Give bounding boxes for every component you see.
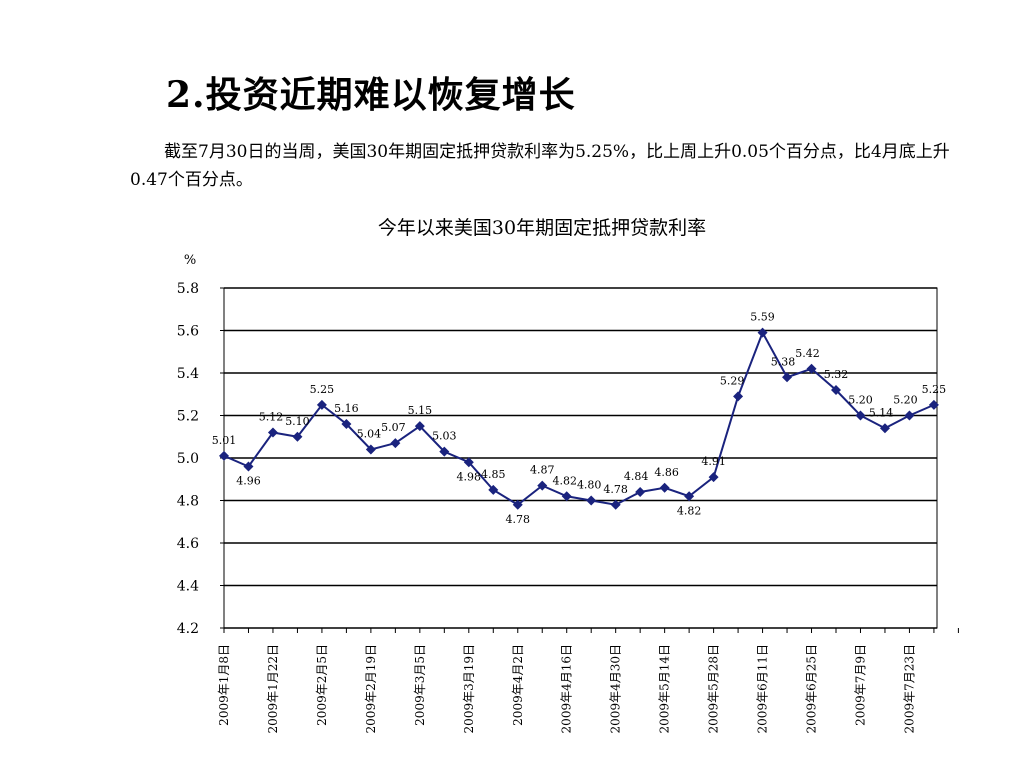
data-point-marker	[316, 399, 327, 410]
data-label: 4.80	[577, 479, 602, 492]
x-tick-label: 2009年1月8日	[217, 644, 231, 726]
data-label: 4.78	[506, 513, 531, 526]
data-point-marker	[757, 327, 768, 338]
data-label: 5.15	[408, 404, 433, 417]
data-label: 5.59	[750, 311, 775, 324]
data-label: 5.01	[212, 434, 237, 447]
series-line	[223, 330, 935, 506]
data-label: 5.38	[771, 355, 796, 368]
data-label: 4.98	[457, 470, 482, 483]
x-tick-label: 2009年7月23日	[902, 644, 916, 733]
y-tick-label: 4.4	[177, 579, 199, 595]
data-point-marker	[561, 491, 572, 502]
y-tick-label: 4.8	[177, 494, 199, 510]
data-point-marker	[586, 495, 597, 506]
data-point-marker	[782, 372, 793, 383]
data-label: 5.20	[848, 394, 873, 407]
data-point-marker	[537, 480, 548, 491]
x-tick-label: 2009年4月16日	[560, 644, 574, 733]
data-label: 5.25	[310, 383, 335, 396]
data-label: 5.16	[334, 402, 359, 415]
data-label: 4.96	[236, 475, 261, 488]
data-label: 4.91	[701, 455, 726, 468]
data-point-marker	[292, 431, 303, 442]
data-label: 5.03	[432, 430, 457, 443]
x-tick-label: 2009年4月2日	[511, 644, 525, 726]
x-tick-label: 2009年6月11日	[756, 644, 770, 733]
x-tick-label: 2009年2月19日	[364, 644, 378, 733]
data-point-marker	[390, 438, 401, 449]
chart-title: 今年以来美国30年期固定抵押贷款利率	[377, 217, 707, 239]
data-point-marker	[659, 482, 670, 493]
series-layer	[219, 327, 939, 510]
data-point-marker	[219, 450, 229, 461]
x-tick-label: 2009年2月5日	[315, 644, 329, 726]
data-point-marker	[806, 363, 817, 374]
data-label: 5.10	[285, 415, 310, 428]
data-label: 5.12	[259, 411, 284, 424]
x-tick-label: 2009年3月5日	[413, 644, 427, 726]
y-axis: 4.2 4.4 4.6 4.8 5.0 5.2 5.4 5.6 5.8%	[177, 253, 224, 637]
data-point-marker	[439, 446, 450, 457]
data-label: 5.20	[893, 394, 918, 407]
x-tick-label: 2009年5月14日	[658, 644, 672, 733]
x-axis: 2009年1月8日 2009年1月22日 2009年2月5日 2009年2月19日 20…	[217, 628, 959, 733]
data-point-marker	[243, 461, 254, 472]
data-label: 5.32	[824, 368, 849, 381]
x-tick-label: 2009年6月25日	[805, 644, 819, 733]
data-point-marker	[267, 427, 278, 438]
y-tick-label: 5.8	[177, 281, 199, 297]
x-tick-label: 2009年5月28日	[707, 644, 721, 733]
data-point-marker	[879, 423, 890, 434]
data-point-marker	[684, 491, 695, 502]
data-label: 5.25	[922, 383, 947, 396]
data-point-marker	[733, 391, 744, 402]
data-label: 4.78	[603, 483, 628, 496]
data-label: 4.86	[654, 466, 679, 479]
data-label: 4.87	[530, 464, 555, 477]
data-label: 4.84	[624, 470, 649, 483]
data-label: 4.82	[677, 504, 702, 517]
data-point-marker	[512, 499, 523, 510]
data-point-marker	[365, 444, 376, 455]
y-tick-label: 5.4	[177, 366, 199, 382]
y-tick-label: 5.2	[177, 409, 199, 425]
data-point-marker	[414, 421, 425, 432]
summary-paragraph: 截至7月30日的当周，美国30年期固定抵押贷款利率为5.25%，比上周上升0.0…	[130, 142, 950, 190]
data-label: 5.29	[720, 374, 745, 387]
data-point-marker	[488, 484, 499, 495]
data-point-marker	[855, 410, 866, 421]
y-tick-label: 4.2	[177, 621, 199, 637]
slide-heading: 2.投资近期难以恢复增长	[166, 74, 576, 116]
data-point-marker	[635, 487, 646, 497]
y-tick-label: 4.6	[177, 536, 199, 552]
data-point-marker	[928, 399, 939, 410]
data-point-marker	[463, 457, 474, 468]
data-point-marker	[708, 472, 719, 483]
x-tick-label: 2009年7月9日	[853, 644, 867, 726]
x-tick-label: 2009年4月30日	[609, 644, 623, 733]
data-point-marker	[341, 419, 352, 429]
data-label: 5.04	[357, 428, 382, 441]
data-label: 5.42	[795, 347, 820, 360]
data-point-marker	[904, 410, 915, 421]
data-labels: 5.01 4.96 5.12 5.10 5.25 5.16 5.04 5.075.15 5.03…	[212, 311, 946, 526]
x-tick-label: 2009年1月22日	[266, 644, 280, 733]
data-label: 5.14	[869, 406, 894, 419]
data-point-marker	[831, 385, 841, 395]
data-label: 4.82	[552, 474, 577, 487]
data-point-marker	[610, 499, 621, 510]
data-label: 5.07	[381, 421, 406, 434]
data-label: 4.85	[481, 468, 506, 481]
y-axis-label: %	[184, 253, 196, 268]
gridlines	[224, 287, 937, 629]
x-tick-label: 2009年3月19日	[462, 644, 476, 733]
y-tick-label: 5.0	[177, 451, 199, 467]
y-tick-label: 5.6	[177, 324, 199, 340]
